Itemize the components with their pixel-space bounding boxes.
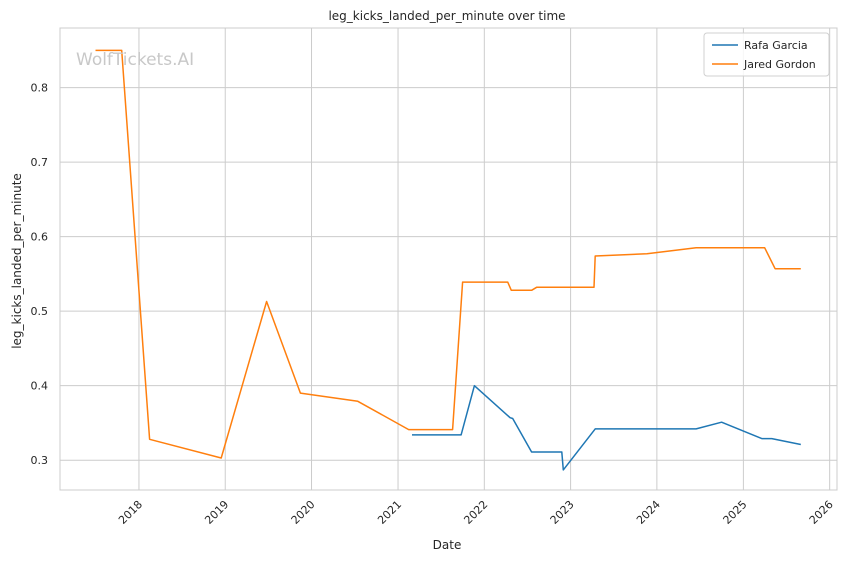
x-tick-labels: 2018 2019 2020 2021 2022 2023 2024 2025 2026 <box>116 498 836 527</box>
series-line <box>412 384 801 471</box>
chart-title: leg_kicks_landed_per_minute over time <box>328 9 565 23</box>
legend-frame <box>703 32 830 77</box>
y-tick-label: 0.8 <box>31 82 49 95</box>
x-tick-label: 2025 <box>721 498 750 527</box>
legend: Rafa Garcia Jared Gordon <box>703 32 830 77</box>
legend-label: Rafa Garcia <box>744 39 808 52</box>
y-tick-labels: 0.3 0.4 0.5 0.6 0.7 0.8 <box>31 82 49 468</box>
x-tick-label: 2019 <box>202 498 231 527</box>
x-tick-label: 2023 <box>548 498 577 527</box>
y-tick-label: 0.5 <box>31 305 49 318</box>
x-tick-label: 2021 <box>375 498 404 527</box>
grid <box>60 28 837 490</box>
legend-label: Jared Gordon <box>743 58 816 71</box>
x-tick-label: 2018 <box>116 498 145 527</box>
series-line <box>95 49 801 459</box>
y-tick-label: 0.7 <box>31 156 49 169</box>
series-lines <box>95 49 801 471</box>
y-axis-label: leg_kicks_landed_per_minute <box>10 173 24 349</box>
y-tick-label: 0.4 <box>31 380 49 393</box>
x-tick-label: 2026 <box>807 498 836 527</box>
watermark: WolfTickets.AI <box>76 50 194 70</box>
y-tick-label: 0.6 <box>31 231 49 244</box>
x-axis-label: Date <box>433 538 462 552</box>
x-tick-label: 2020 <box>289 498 318 527</box>
x-tick-label: 2024 <box>634 498 663 527</box>
x-tick-label: 2022 <box>461 498 490 527</box>
plot-frame <box>59 27 838 491</box>
y-tick-label: 0.3 <box>31 454 49 467</box>
